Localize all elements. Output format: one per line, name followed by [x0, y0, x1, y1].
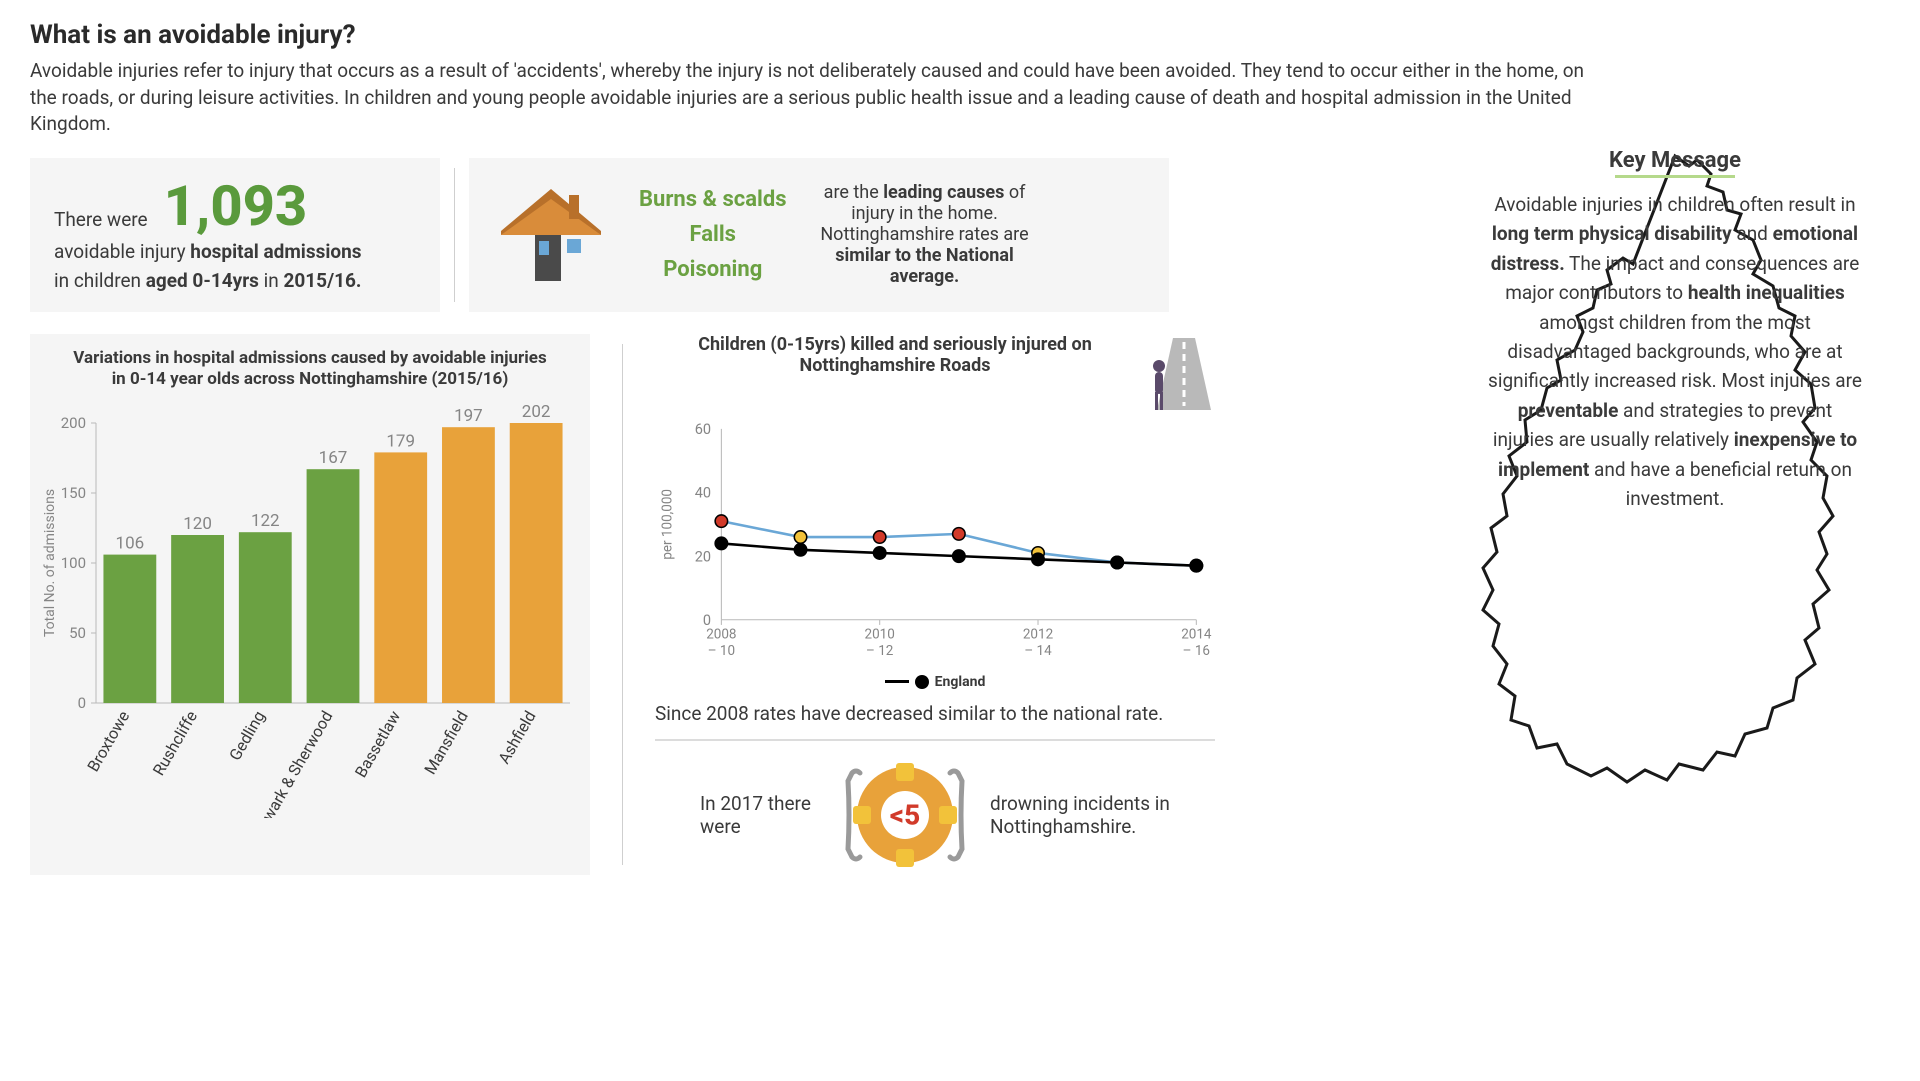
line-chart-legend: England [655, 674, 1215, 690]
svg-text:50: 50 [69, 624, 86, 642]
svg-text:Total No. of admissions: Total No. of admissions [42, 489, 58, 637]
stat-line2: avoidable injury hospital admissions [54, 240, 416, 263]
divider [454, 168, 455, 302]
stat-box: There were 1,093 avoidable injury hospit… [30, 158, 440, 312]
key-message-title: Key Message [1460, 148, 1890, 173]
drowning-value: <5 [890, 798, 920, 831]
intro-paragraph: Avoidable injuries refer to injury that … [30, 58, 1610, 138]
drowning-left-text: In 2017 there were [700, 792, 820, 838]
bar-chart-title: Variations in hospital admissions caused… [40, 348, 580, 391]
page-title: What is an avoidable injury? [30, 20, 1890, 50]
svg-text:2010: 2010 [865, 626, 895, 642]
divider [655, 739, 1215, 741]
svg-text:– 16: – 16 [1183, 643, 1210, 659]
svg-text:– 10: – 10 [708, 643, 735, 659]
drowning-row: In 2017 there were <5 drowning incidents… [655, 755, 1215, 875]
stat-prefix: There were [54, 208, 148, 231]
key-message-panel: Key Message Avoidable injuries in childr… [1460, 158, 1890, 312]
svg-text:0: 0 [78, 694, 86, 712]
house-icon [491, 185, 611, 285]
drowning-right-text: drowning incidents in Nottinghamshire. [990, 792, 1170, 838]
svg-text:197: 197 [454, 406, 483, 426]
svg-text:100: 100 [61, 554, 86, 572]
causes-list: Burns & scalds Falls Poisoning [639, 182, 787, 288]
svg-text:179: 179 [386, 432, 415, 452]
svg-text:per 100,000: per 100,000 [660, 489, 676, 560]
bar-chart-panel: Variations in hospital admissions caused… [30, 334, 590, 875]
svg-text:20: 20 [695, 548, 711, 565]
svg-text:– 14: – 14 [1024, 643, 1052, 659]
line-chart-note: Since 2008 rates have decreased similar … [655, 702, 1215, 725]
svg-text:120: 120 [183, 514, 212, 534]
svg-text:2012: 2012 [1023, 626, 1054, 642]
lifebuoy-icon: <5 [840, 755, 970, 875]
svg-text:150: 150 [61, 484, 86, 502]
stat-number: 1,093 [164, 178, 308, 234]
causes-desc: are the leading causes of injury in the … [815, 182, 1035, 287]
svg-text:167: 167 [319, 448, 348, 468]
stat-line3: in children aged 0-14yrs in 2015/16. [54, 269, 416, 292]
svg-text:60: 60 [695, 421, 711, 438]
line-chart-panel: Children (0-15yrs) killed and seriously … [655, 334, 1215, 875]
svg-text:106: 106 [116, 534, 145, 554]
svg-text:Mansfield: Mansfield [420, 708, 471, 778]
line-chart-title: Children (0-15yrs) killed and seriously … [655, 334, 1135, 376]
svg-text:– 12: – 12 [866, 643, 894, 659]
bar-chart: 0 50 100 150 200 Total No. of admissions 106 Br… [40, 398, 580, 818]
svg-text:200: 200 [61, 414, 86, 432]
key-message-underline [1615, 175, 1735, 178]
svg-text:Rushcliffe: Rushcliffe [149, 708, 201, 779]
line-chart: 0204060per 100,0002008 – 102010 – 122012… [655, 418, 1215, 668]
divider [622, 344, 623, 865]
causes-box: Burns & scalds Falls Poisoning are the l… [469, 158, 1169, 312]
svg-text:2008: 2008 [706, 626, 736, 642]
svg-text:2014: 2014 [1181, 626, 1212, 642]
svg-text:Ashfield: Ashfield [494, 708, 539, 768]
key-message-body: Avoidable injuries in children often res… [1460, 190, 1890, 514]
svg-text:40: 40 [695, 484, 711, 501]
road-icon [1145, 334, 1215, 414]
svg-text:Broxtowe: Broxtowe [83, 708, 133, 775]
svg-text:Gedling: Gedling [225, 708, 268, 764]
svg-text:202: 202 [522, 402, 551, 422]
svg-text:122: 122 [251, 511, 280, 531]
svg-text:Bassetlaw: Bassetlaw [351, 708, 404, 781]
